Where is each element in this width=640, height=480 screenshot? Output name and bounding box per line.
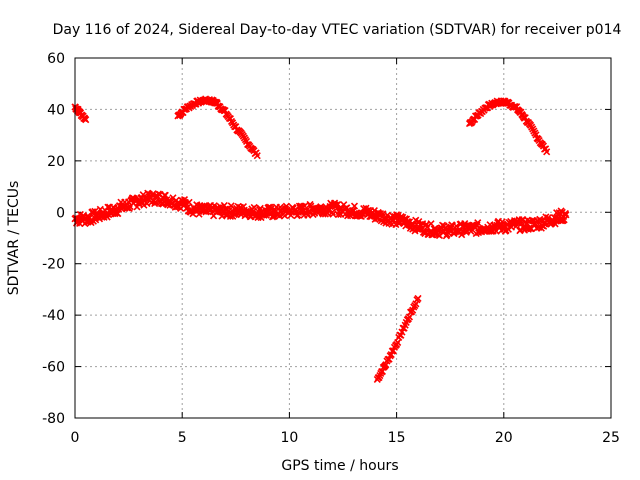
data-point: [250, 203, 258, 211]
data-point: [343, 204, 351, 212]
x-tick-label: 20: [495, 430, 513, 446]
data-point: [394, 338, 402, 347]
series-arc-afternoon-dip: [373, 294, 422, 384]
y-tick-label: -60: [42, 360, 65, 376]
plot-area-frame: [74, 57, 612, 419]
data-point: [126, 203, 134, 211]
tick-labels: 0 5 10 15 20 25 -80 -60 -40 -20 0 20 40 60: [42, 51, 620, 446]
data-point: [82, 116, 90, 124]
x-tick-label: 15: [388, 430, 406, 446]
y-tick-label: -80: [42, 411, 65, 427]
data-series: [71, 95, 570, 384]
data-point: [414, 294, 422, 302]
x-axis-label: GPS time / hours: [281, 458, 398, 474]
series-arc-evening: [465, 97, 551, 156]
series-arc-early: [71, 103, 90, 124]
x-tick-label: 25: [602, 430, 620, 446]
data-point: [253, 152, 261, 160]
data-point: [195, 210, 203, 218]
series-main-band: [71, 189, 570, 240]
data-point: [222, 211, 230, 219]
series-arc-morning: [174, 95, 261, 160]
data-point: [543, 148, 551, 156]
x-tick-label: 0: [71, 430, 80, 446]
chart-title: Day 116 of 2024, Sidereal Day-to-day VTE…: [53, 22, 622, 38]
y-tick-label: -20: [42, 257, 65, 273]
y-tick-label: 60: [47, 51, 65, 67]
data-point: [474, 219, 482, 227]
data-point: [560, 216, 568, 224]
y-axis-label: SDTVAR / TECUs: [6, 181, 22, 296]
x-tick-label: 5: [178, 430, 187, 446]
data-point: [562, 211, 570, 219]
grid-lines: [74, 57, 612, 419]
y-tick-label: -40: [42, 308, 65, 324]
y-tick-label: 20: [47, 154, 65, 170]
x-tick-label: 10: [280, 430, 298, 446]
data-point: [301, 202, 309, 210]
y-tick-label: 40: [47, 102, 65, 118]
data-point: [370, 206, 378, 215]
data-point: [350, 202, 359, 210]
y-tick-label: 0: [56, 205, 65, 221]
